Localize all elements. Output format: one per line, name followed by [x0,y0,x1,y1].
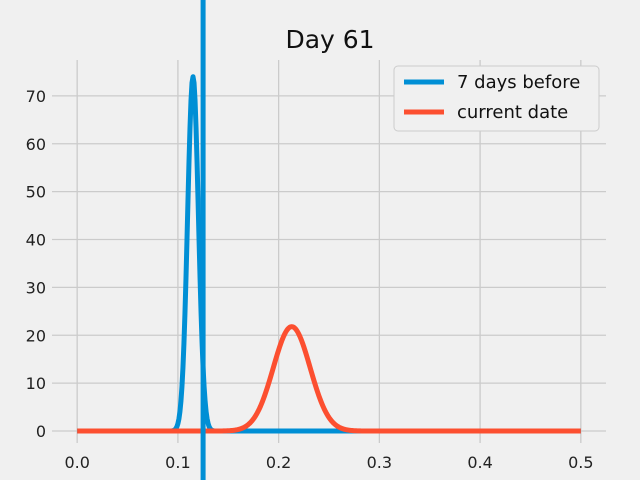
x-axis-ticks: 0.0 0.1 0.2 0.3 0.4 0.5 [64,453,593,472]
x-tick-label: 0.0 [64,453,89,472]
series-lines [75,0,583,480]
x-tick-label: 0.1 [165,453,190,472]
y-tick-label: 30 [26,278,46,297]
y-tick-label: 40 [26,231,46,250]
y-tick-label: 60 [26,135,46,154]
x-tick-label: 0.5 [568,453,593,472]
series-line-current-date [75,324,583,434]
x-tick-label: 0.3 [367,453,392,472]
y-tick-label: 70 [26,87,46,106]
legend-box [393,65,600,132]
legend-label-7-days-before: 7 days before [457,72,580,93]
x-tick-label: 0.4 [467,453,492,472]
y-tick-label: 10 [26,374,46,393]
chart-title: Day 61 [285,25,374,54]
y-tick-label: 50 [26,183,46,202]
y-axis-ticks: 0 10 20 30 40 50 60 70 [26,87,46,441]
legend: 7 days before current date [393,65,600,132]
x-tick-label: 0.2 [266,453,291,472]
legend-label-current-date: current date [457,102,568,123]
y-tick-label: 20 [26,326,46,345]
y-tick-label: 0 [36,422,46,441]
